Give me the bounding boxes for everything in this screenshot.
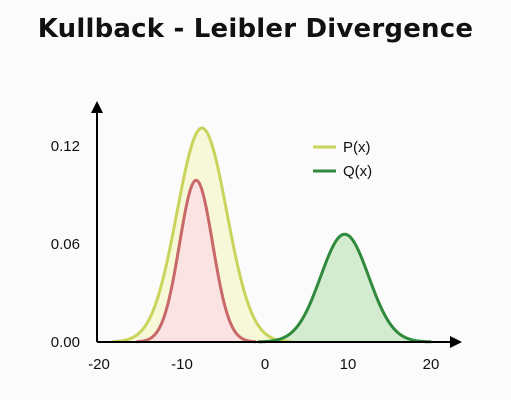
- x-tick-label: 20: [423, 356, 440, 373]
- series-area-qx: [258, 234, 432, 342]
- series-line-qx: [257, 232, 432, 344]
- series-areas: [112, 128, 432, 342]
- legend-label: P(x): [343, 139, 371, 156]
- series-lines: [111, 126, 432, 344]
- series-line-inner-1: [135, 178, 257, 344]
- axes: [91, 101, 462, 348]
- series-area-inner-1: [136, 180, 256, 342]
- y-tick-label: 0.06: [51, 236, 80, 253]
- y-tick-label: 0.00: [51, 334, 80, 351]
- x-tick-label: -10: [171, 356, 193, 373]
- series-line-px: [111, 126, 292, 344]
- legend-label: Q(x): [343, 163, 372, 180]
- y-tick-label: 0.12: [51, 138, 80, 155]
- y-tick-labels: 0.00 0.06 0.12: [51, 138, 80, 351]
- x-tick-label: 10: [340, 356, 357, 373]
- x-tick-labels: -20 -10 0 10 20: [88, 356, 439, 373]
- chart-title: Kullback - Leibler Divergence: [37, 14, 474, 44]
- x-tick-label: -20: [88, 356, 110, 373]
- legend: P(x) Q(x): [313, 139, 372, 180]
- x-axis-arrow-icon: [450, 336, 462, 348]
- x-tick-label: 0: [261, 356, 269, 373]
- y-axis-arrow-icon: [91, 101, 103, 113]
